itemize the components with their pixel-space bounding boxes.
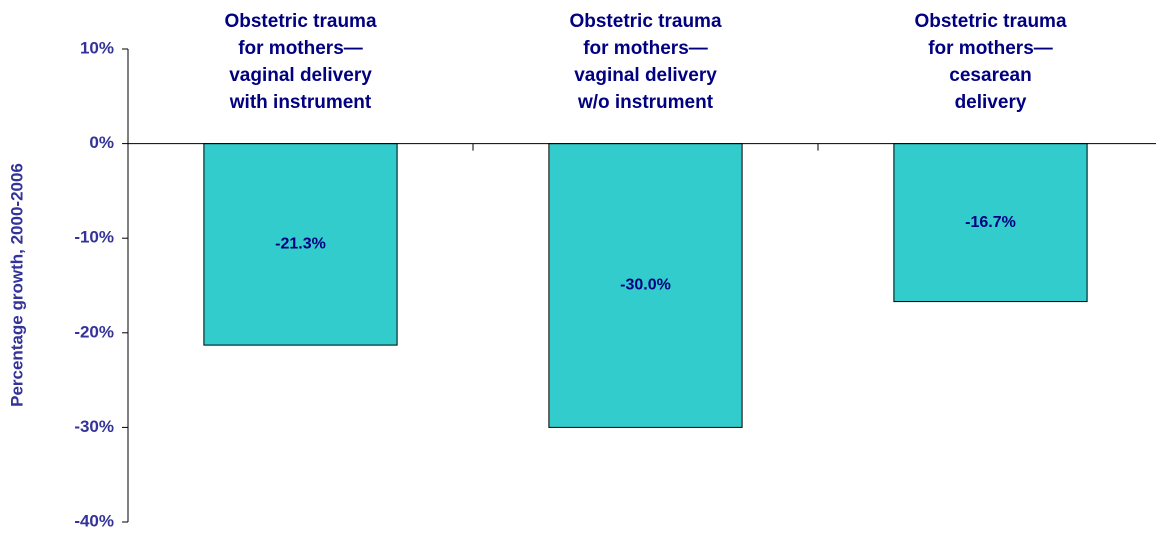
y-tick-label: -10%	[74, 228, 114, 247]
bar	[548, 143, 743, 428]
y-tick-label: -40%	[74, 511, 114, 530]
value-label: -21.3%	[275, 236, 326, 253]
bar	[893, 143, 1088, 303]
y-tick-label: 0%	[89, 133, 114, 152]
category-label: Obstetric trauma for mothers— cesarean d…	[914, 11, 1067, 113]
category-label: Obstetric trauma for mothers— vaginal de…	[224, 11, 377, 113]
y-tick-label: -20%	[74, 322, 114, 341]
y-tick-label: -30%	[74, 417, 114, 436]
y-tick-label: 10%	[80, 38, 114, 57]
value-label: -16.7%	[965, 214, 1016, 231]
y-axis-title: Percentage growth, 2000-2006	[7, 163, 26, 407]
value-label: -30.0%	[620, 277, 671, 294]
bar	[203, 143, 398, 346]
category-label: Obstetric trauma for mothers— vaginal de…	[569, 11, 722, 113]
